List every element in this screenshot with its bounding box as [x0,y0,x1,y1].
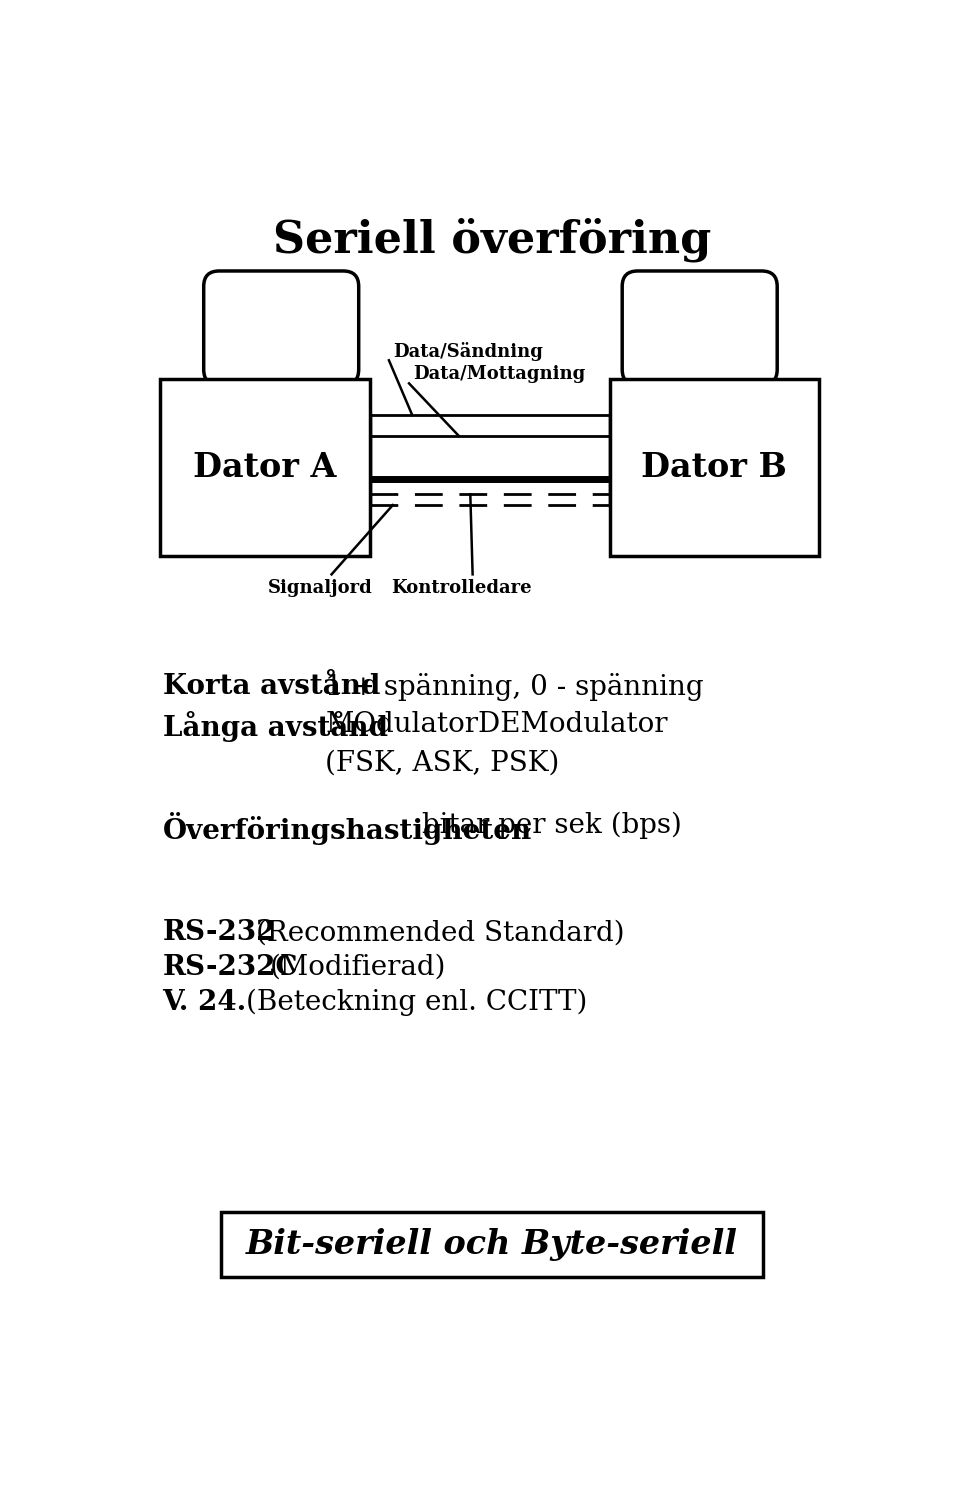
FancyBboxPatch shape [622,272,778,384]
Text: RS-232C: RS-232C [162,955,299,982]
Bar [610,378,819,555]
Text: Långa avstånd: Långa avstånd [162,711,388,743]
FancyBboxPatch shape [204,272,359,384]
Text: (FSK, ASK, PSK): (FSK, ASK, PSK) [325,750,560,778]
Text: Bit-seriell och Byte-seriell: Bit-seriell och Byte-seriell [246,1228,738,1261]
Text: Dator B: Dator B [641,450,787,483]
Text: Data/Mottagning: Data/Mottagning [413,365,586,383]
Text: RS-232: RS-232 [162,919,276,946]
Text: Korta avstånd: Korta avstånd [162,672,380,699]
Text: Data/Sändning: Data/Sändning [393,342,542,360]
Text: 1 + spänning, 0 - spänning: 1 + spänning, 0 - spänning [325,672,704,701]
Text: (Beteckning enl. CCITT): (Beteckning enl. CCITT) [247,989,588,1016]
Text: MOdulatorDEModulator: MOdulatorDEModulator [325,711,668,738]
Text: (Recommended Standard): (Recommended Standard) [255,919,624,946]
Text: bitar per sek (bps): bitar per sek (bps) [422,812,683,839]
Text: (Modifierad): (Modifierad) [270,955,446,982]
Text: Signaljord: Signaljord [268,579,372,597]
Bar [160,378,370,555]
Text: V. 24.: V. 24. [162,989,247,1016]
Text: Dator A: Dator A [193,450,337,483]
Text: Seriell överföring: Seriell överföring [273,218,711,261]
Text: Överföringshastigheten: Överföringshastigheten [162,812,532,845]
Bar [221,1211,763,1277]
Text: Kontrolledare: Kontrolledare [391,579,531,597]
